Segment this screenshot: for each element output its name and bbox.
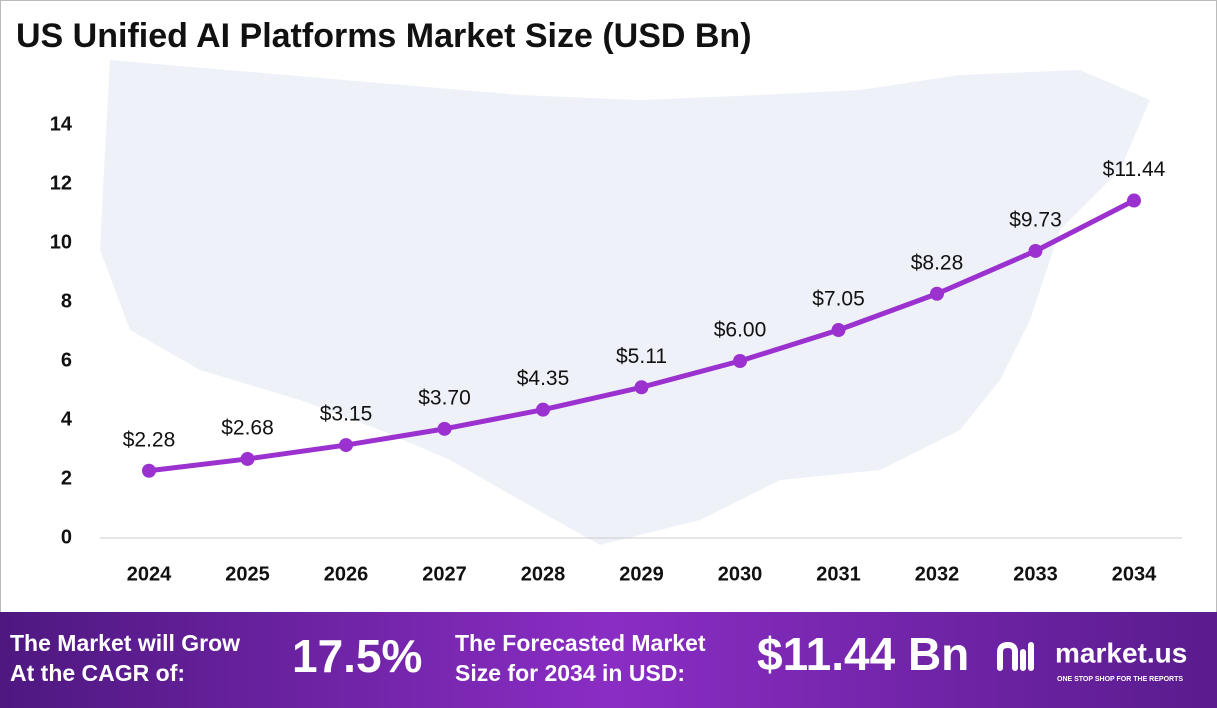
data-label: $7.05 bbox=[812, 288, 865, 311]
x-tick-label: 2029 bbox=[619, 563, 664, 585]
map-background bbox=[100, 60, 1150, 545]
cagr-value: 17.5% bbox=[292, 630, 422, 682]
data-label: $2.28 bbox=[123, 428, 176, 451]
forecast-text: The Forecasted Market bbox=[455, 630, 706, 656]
cagr-text: At the CAGR of: bbox=[10, 660, 185, 686]
point bbox=[1028, 243, 1043, 258]
x-tick-label: 2027 bbox=[422, 563, 467, 585]
y-tick-label: 2 bbox=[61, 467, 72, 489]
point bbox=[437, 421, 452, 436]
y-tick-label: 12 bbox=[50, 172, 72, 194]
forecast-value: $11.44 Bn bbox=[757, 628, 969, 680]
data-label: $3.70 bbox=[418, 386, 471, 409]
brand-logo bbox=[997, 641, 1034, 671]
y-tick-label: 4 bbox=[61, 408, 73, 430]
data-label: $3.15 bbox=[320, 403, 373, 426]
data-label: $9.73 bbox=[1009, 209, 1062, 232]
x-tick-label: 2025 bbox=[225, 563, 270, 585]
x-tick-label: 2028 bbox=[521, 563, 566, 585]
data-label: $6.00 bbox=[714, 319, 767, 342]
point bbox=[142, 463, 156, 478]
cagr-text: The Market will Grow bbox=[10, 630, 240, 656]
x-tick-label: 2030 bbox=[718, 563, 763, 585]
data-label: $8.28 bbox=[911, 251, 964, 274]
y-tick-label: 0 bbox=[61, 526, 72, 548]
point bbox=[536, 402, 550, 417]
y-tick-label: 8 bbox=[61, 290, 72, 312]
x-tick-label: 2031 bbox=[816, 563, 861, 585]
data-label: $11.44 bbox=[1103, 158, 1166, 181]
point bbox=[634, 380, 649, 395]
data-label: $2.68 bbox=[221, 416, 274, 439]
x-tick-label: 2033 bbox=[1013, 563, 1058, 585]
chart-title: US Unified AI Platforms Market Size (USD… bbox=[16, 17, 752, 55]
x-tick-label: 2034 bbox=[1112, 563, 1157, 585]
tagline: ONE STOP SHOP FOR THE REPORTS bbox=[1057, 676, 1183, 683]
data-label: $4.35 bbox=[517, 367, 570, 390]
point bbox=[831, 323, 846, 338]
footer: The Market will Grow At the CAGR of: 17.… bbox=[10, 628, 1187, 686]
point bbox=[240, 451, 255, 466]
data-label: $5.11 bbox=[616, 345, 667, 368]
y-tick-label: 6 bbox=[61, 349, 72, 371]
point bbox=[339, 438, 353, 453]
y-tick-label: 10 bbox=[50, 231, 72, 253]
point bbox=[930, 286, 944, 301]
x-tick-label: 2026 bbox=[324, 563, 369, 585]
brand: market.us bbox=[1055, 637, 1187, 668]
y-tick-label: 14 bbox=[50, 113, 73, 135]
point bbox=[733, 354, 747, 368]
point bbox=[1127, 193, 1141, 208]
x-tick-label: 2024 bbox=[127, 563, 172, 585]
forecast-text: Size for 2034 in USD: bbox=[455, 660, 685, 686]
x-tick-label: 2032 bbox=[915, 563, 960, 585]
